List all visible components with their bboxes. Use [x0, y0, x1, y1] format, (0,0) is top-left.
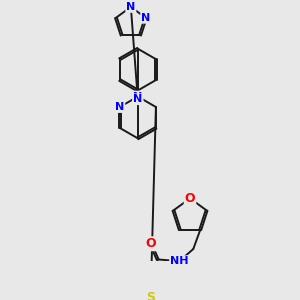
Text: NH: NH	[170, 256, 189, 266]
Text: N: N	[115, 102, 124, 112]
Text: N: N	[141, 13, 150, 23]
Text: S: S	[146, 291, 155, 300]
Text: O: O	[185, 192, 195, 205]
Text: O: O	[145, 237, 156, 250]
Text: N: N	[126, 2, 136, 12]
Text: N: N	[133, 94, 142, 104]
Text: N: N	[133, 92, 142, 102]
